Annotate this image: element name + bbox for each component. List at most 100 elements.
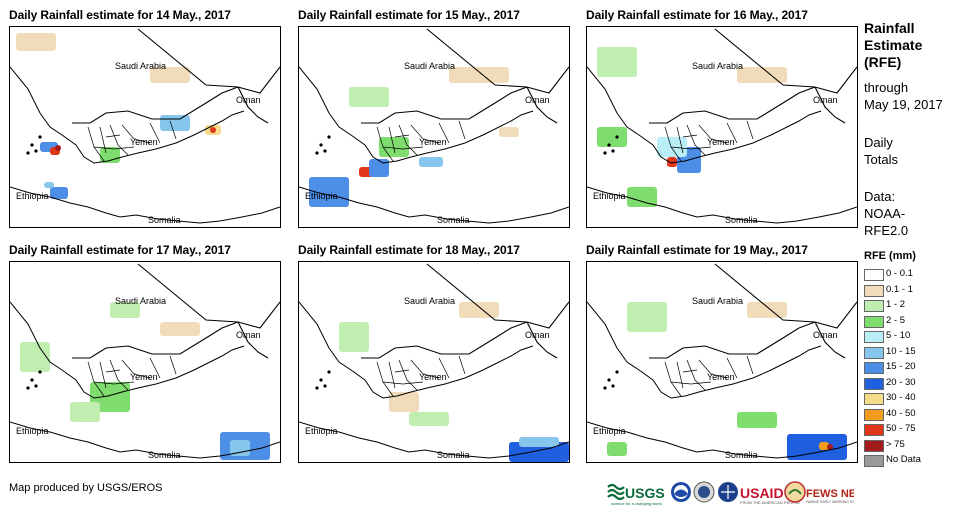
legend-label: 0.1 - 1: [886, 283, 913, 295]
island: [615, 135, 619, 139]
country-border: [714, 28, 857, 94]
legend-units: RFE (mm): [864, 250, 916, 262]
coastline: [587, 66, 822, 164]
rain-cell: [607, 442, 627, 456]
legend-swatch: [864, 424, 884, 436]
island: [26, 386, 30, 390]
legend-swatch: [864, 439, 884, 452]
legend-label: 20 - 30: [886, 376, 916, 388]
rain-cell: [459, 302, 499, 318]
rain-cell: [160, 322, 200, 336]
coastline: [10, 301, 245, 399]
island: [30, 143, 34, 147]
country-border: [649, 86, 816, 124]
rain-cell: [737, 67, 787, 83]
rain-cell: [747, 302, 787, 318]
island: [607, 143, 611, 147]
map-panel-19: Daily Rainfall estimate for 19 May., 201…: [586, 241, 858, 463]
legend-swatch: [864, 331, 884, 343]
sidebar-title: Rainfall Estimate (RFE): [864, 20, 922, 71]
country-label-ethiopia: Ethiopia: [593, 426, 626, 436]
title-line-3: (RFE): [864, 54, 902, 70]
rain-cell: [20, 342, 50, 372]
noaa-logo: [671, 482, 691, 502]
through-text: through: [864, 80, 909, 95]
data-source-2: RFE2.0: [864, 223, 909, 238]
rain-cell: [499, 127, 519, 137]
country-label-oman: Oman: [813, 330, 838, 340]
island: [30, 378, 34, 382]
rain-cell: [737, 412, 777, 428]
legend-label: 15 - 20: [886, 361, 916, 372]
panel-title: Daily Rainfall estimate for 17 May., 201…: [9, 243, 231, 257]
country-label-saudi: Saudi Arabia: [404, 296, 455, 306]
legend-swatch: [864, 377, 884, 390]
rain-cell: [150, 67, 190, 83]
svg-text:FROM THE AMERICAN PEOPLE: FROM THE AMERICAN PEOPLE: [740, 500, 800, 505]
dhs-seal: [693, 481, 715, 503]
through-date: May 19, 2017: [864, 97, 943, 112]
country-border: [72, 86, 239, 124]
country-border: [137, 263, 280, 329]
country-border: [526, 86, 558, 124]
coastline: [299, 66, 534, 164]
totals-text: Totals: [864, 152, 898, 167]
rain-cell: [827, 444, 833, 450]
country-label-ethiopia: Ethiopia: [305, 426, 338, 436]
country-label-oman: Oman: [236, 330, 261, 340]
island: [315, 151, 319, 155]
island: [34, 384, 38, 388]
logo-strip: USGS science for a changing world USAID …: [606, 478, 886, 506]
panel-title: Daily Rainfall estimate for 19 May., 201…: [586, 243, 808, 257]
legend-label: 50 - 75: [886, 423, 916, 434]
legend-swatch: [864, 455, 884, 467]
map-panel-16: Daily Rainfall estimate for 16 May., 201…: [586, 6, 858, 228]
map-frame: Saudi Arabia Oman Yemen Ethiopia Somalia: [586, 26, 858, 228]
island: [603, 386, 607, 390]
country-label-yemen: Yemen: [130, 137, 158, 147]
rainfall-map: Saudi Arabia Oman Yemen Ethiopia Somalia: [587, 263, 857, 460]
rain-cell: [110, 302, 140, 318]
country-label-ethiopia: Ethiopia: [593, 191, 626, 201]
rain-cell: [389, 392, 419, 412]
country-label-yemen: Yemen: [419, 137, 447, 147]
island: [611, 384, 615, 388]
country-border: [426, 263, 569, 329]
governorate-borders: [87, 120, 177, 162]
rain-cell: [90, 382, 130, 412]
rain-cell: [50, 187, 68, 199]
legend-swatch: [864, 315, 884, 328]
panel-title: Daily Rainfall estimate for 18 May., 201…: [298, 243, 520, 257]
island: [34, 149, 38, 153]
country-label-somalia: Somalia: [148, 450, 181, 460]
coastline: [10, 66, 245, 164]
country-label-ethiopia: Ethiopia: [305, 191, 338, 201]
country-border: [72, 321, 239, 359]
island: [607, 378, 611, 382]
rain-cell: [349, 87, 389, 107]
title-line-1: Rainfall: [864, 20, 915, 36]
country-border: [137, 28, 280, 94]
rainfall-map: Saudi Arabia Oman Yemen Ethiopia Somalia: [587, 28, 857, 225]
governorate-borders: [376, 120, 466, 162]
country-border: [361, 86, 528, 124]
rain-cell: [210, 127, 216, 133]
map-frame: Saudi Arabia Oman Yemen Ethiopia Somalia: [9, 26, 281, 228]
svg-text:FAMINE EARLY WARNING SYSTEMS N: FAMINE EARLY WARNING SYSTEMS NETWORK: [806, 500, 854, 504]
rain-cell: [627, 187, 657, 207]
island: [26, 151, 30, 155]
legend-swatch: [864, 346, 884, 359]
country-label-somalia: Somalia: [437, 215, 470, 225]
country-border: [361, 321, 528, 359]
island: [611, 149, 615, 153]
island: [327, 135, 331, 139]
legend-swatch: [864, 284, 884, 297]
country-label-oman: Oman: [236, 95, 261, 105]
country-label-saudi: Saudi Arabia: [692, 61, 743, 71]
data-source-1: NOAA-: [864, 206, 906, 221]
country-label-somalia: Somalia: [725, 450, 758, 460]
map-frame: Saudi Arabia Oman Yemen Ethiopia Somalia: [9, 261, 281, 463]
island: [327, 370, 331, 374]
island: [319, 143, 323, 147]
credit-text: Map produced by USGS/EROS: [9, 482, 163, 494]
